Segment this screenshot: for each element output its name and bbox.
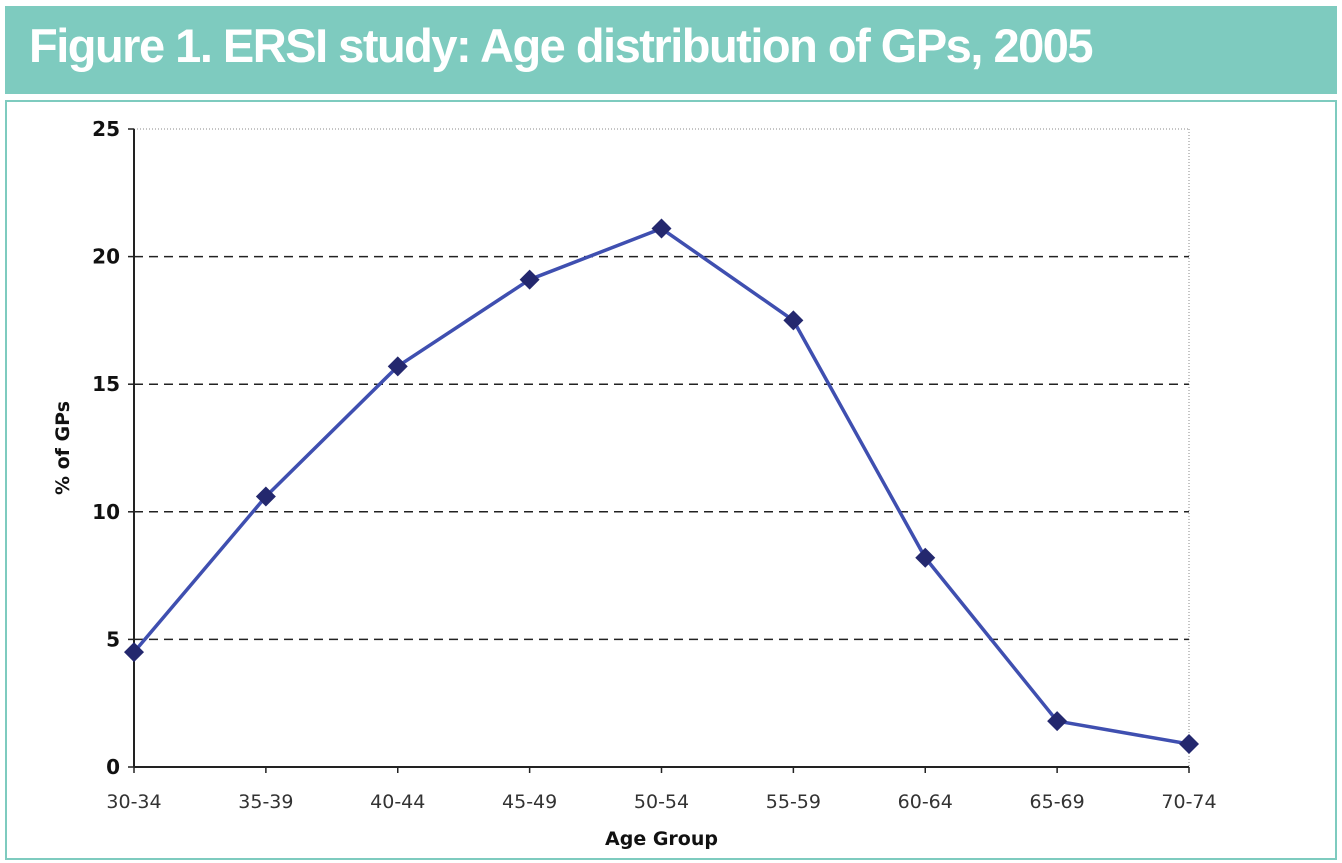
y-tick-label: 20 [92, 245, 120, 269]
x-tick-label: 55-59 [766, 791, 821, 813]
data-point-35-39 [255, 486, 276, 507]
title-bar: Figure 1. ERSI study: Age distribution o… [5, 6, 1337, 94]
x-tick-label: 40-44 [370, 791, 425, 813]
data-point-65-69 [1047, 711, 1068, 732]
data-point-50-54 [651, 218, 672, 239]
y-axis-label: % of GPs [52, 401, 74, 495]
x-tick-label: 45-49 [502, 791, 557, 813]
x-tick-label: 35-39 [238, 791, 293, 813]
data-point-55-59 [783, 310, 804, 331]
data-point-60-64 [915, 547, 936, 568]
x-tick-label: 50-54 [634, 791, 689, 813]
x-tick-label: 70-74 [1161, 791, 1216, 813]
data-point-40-44 [387, 356, 408, 377]
data-point-30-34 [124, 642, 144, 663]
data-point-70-74 [1179, 734, 1199, 755]
y-tick-label: 5 [106, 627, 120, 651]
x-tick-label: 65-69 [1030, 791, 1085, 813]
y-tick-label: 25 [92, 117, 120, 141]
figure-title: Figure 1. ERSI study: Age distribution o… [29, 19, 1094, 72]
y-tick-label: 10 [92, 500, 120, 524]
y-tick-label: 0 [106, 755, 120, 779]
series-line [132, 226, 1190, 746]
data-point-45-49 [519, 269, 540, 290]
x-tick-label: 60-64 [898, 791, 953, 813]
x-axis-label: Age Group [605, 828, 718, 850]
x-tick-label: 30-34 [106, 791, 161, 813]
chart-frame [5, 100, 1337, 860]
y-tick-label: 15 [92, 372, 120, 396]
